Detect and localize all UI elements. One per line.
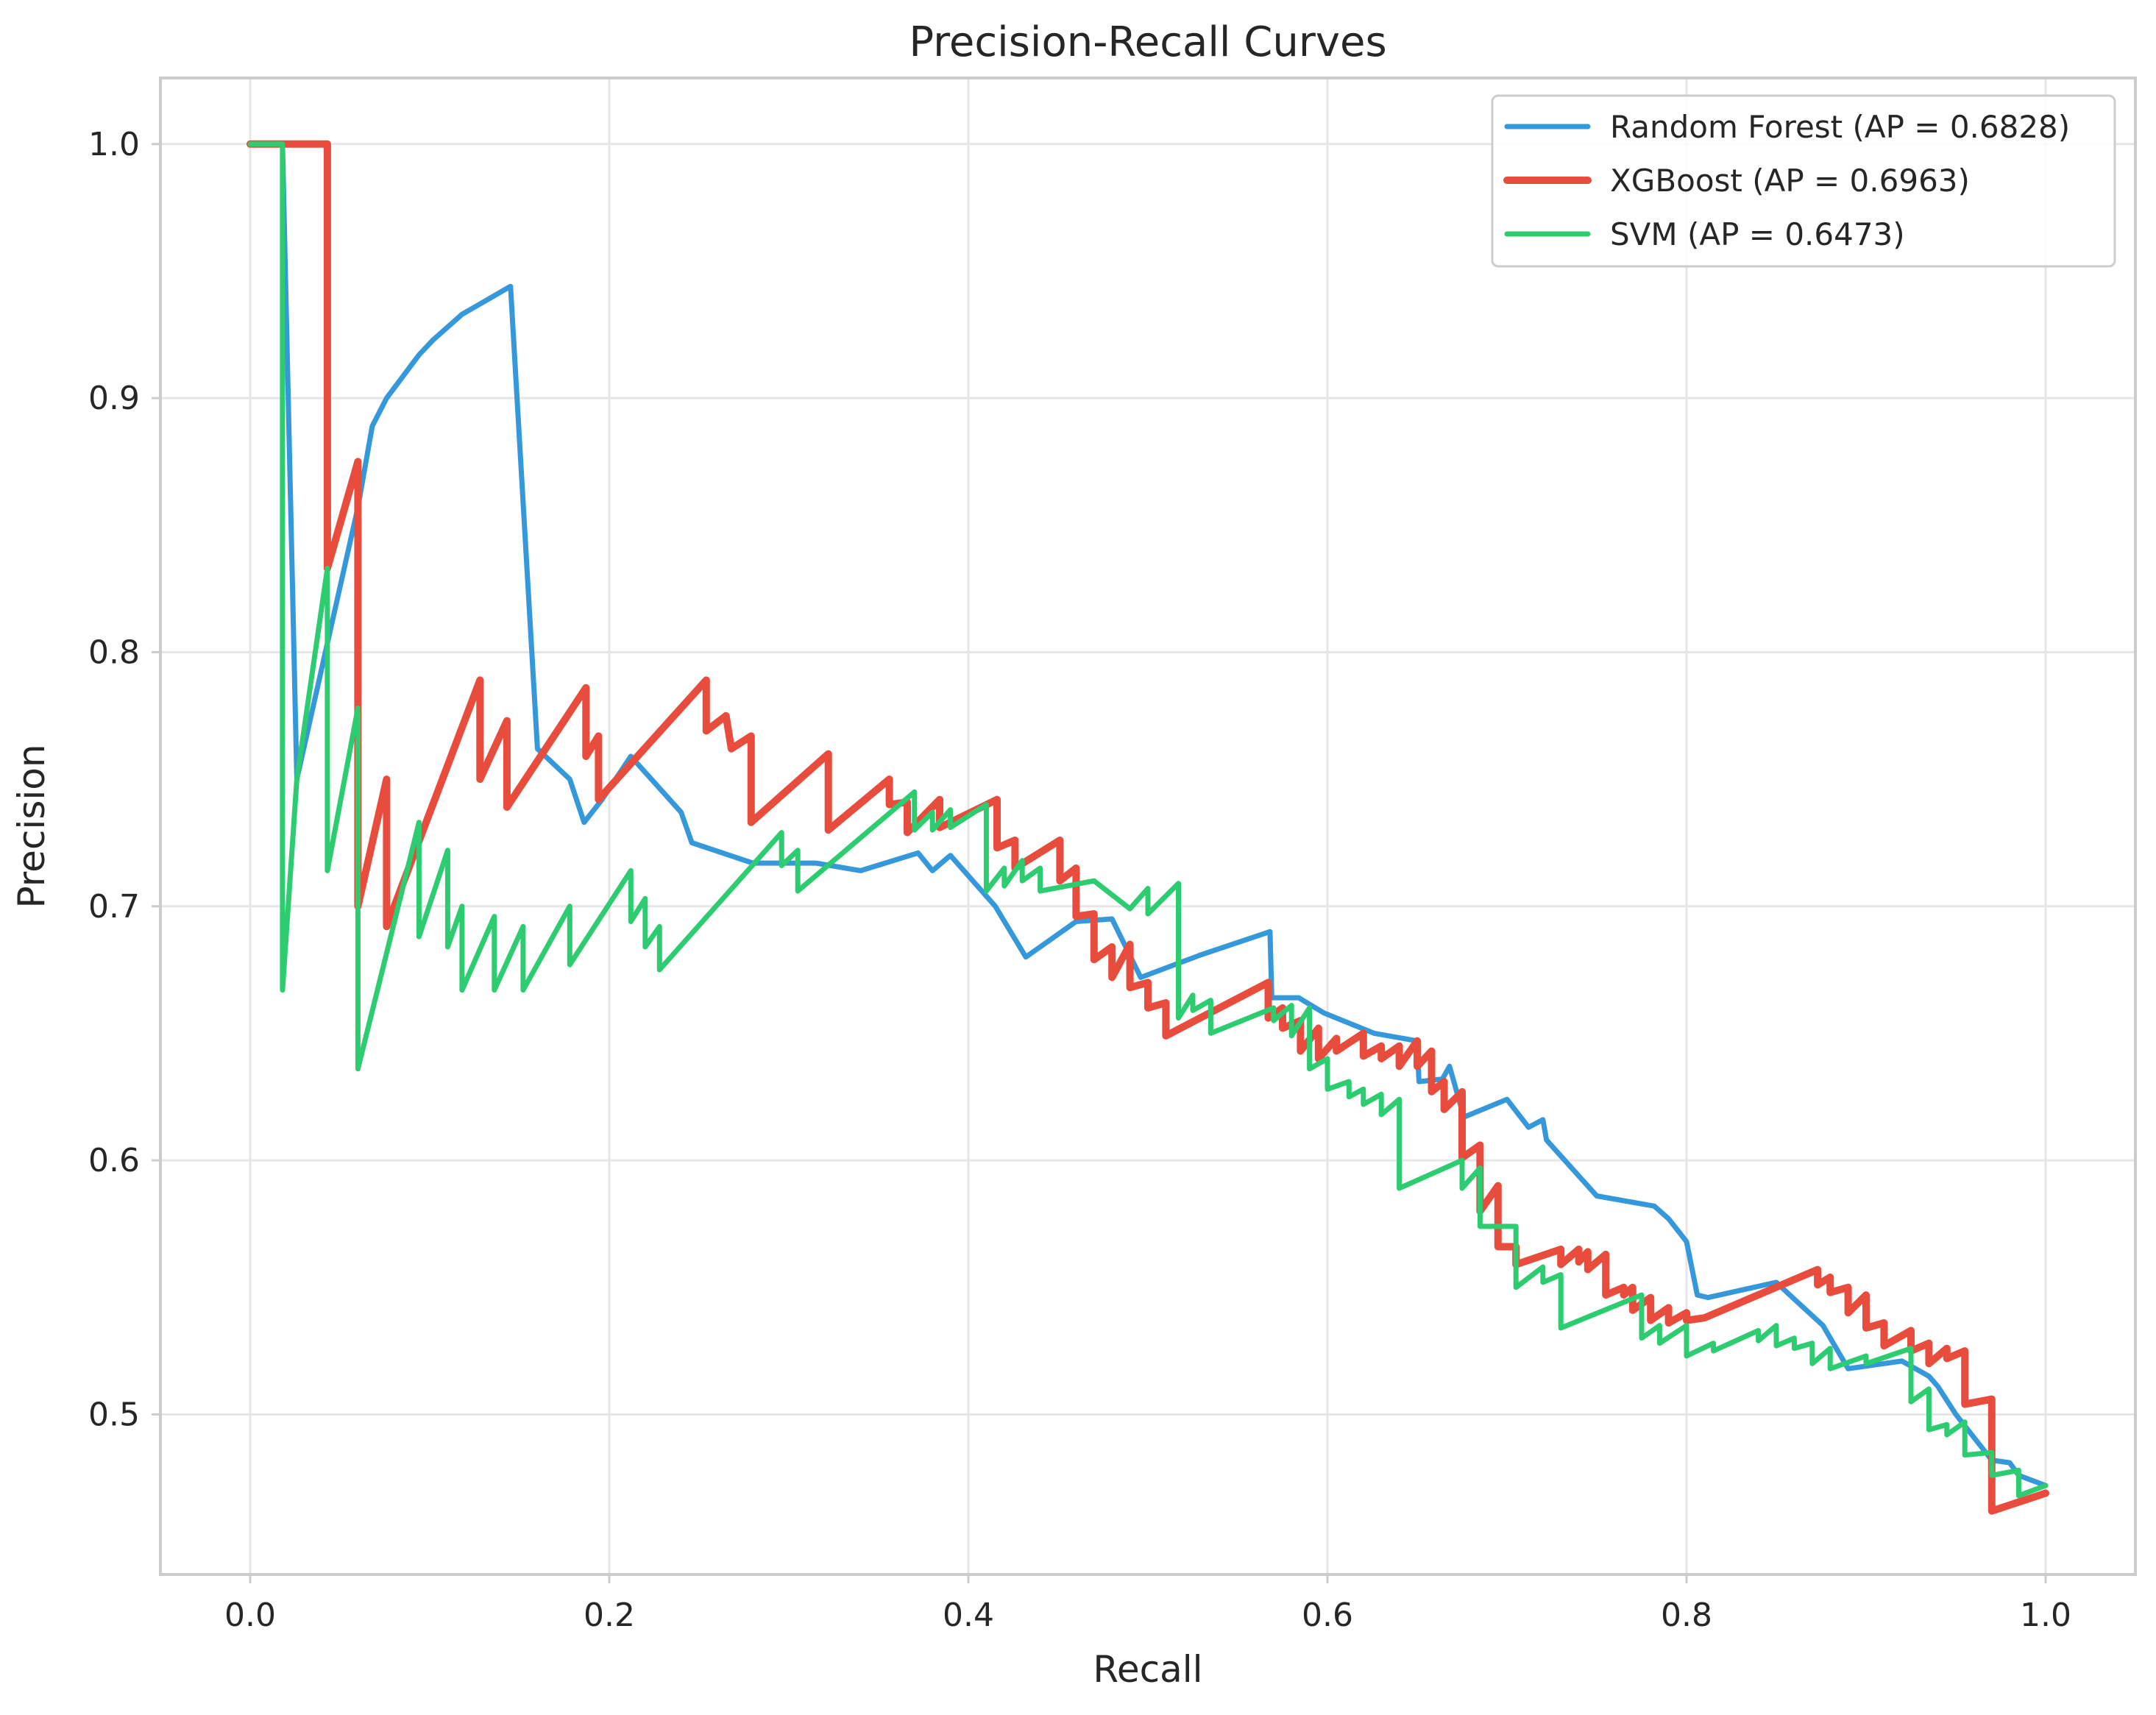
grid <box>160 78 2135 1574</box>
x-axis-title: Recall <box>1093 1648 1202 1691</box>
x-tick-label: 0.0 <box>224 1597 276 1634</box>
x-tick-label: 1.0 <box>2020 1597 2071 1634</box>
legend-label: Random Forest (AP = 0.6828) <box>1610 109 2070 145</box>
legend-label: SVM (AP = 0.6473) <box>1610 216 1905 252</box>
legend-box <box>1491 94 2116 268</box>
x-tick-label: 0.4 <box>943 1597 994 1634</box>
chart-title: Precision-Recall Curves <box>909 18 1386 66</box>
axis-ticks: 0.0 0.2 0.4 0.6 0.8 1.0 0.5 0.6 0.7 0.8 0.9 1.0 <box>88 126 2071 1634</box>
series-line-1 <box>247 140 2049 1515</box>
series-lines <box>247 140 2049 1515</box>
x-tick-label: 0.2 <box>584 1597 635 1634</box>
x-tick-label: 0.6 <box>1302 1597 1353 1634</box>
x-tick-label: 0.8 <box>1661 1597 1712 1634</box>
series-line-2 <box>247 141 2049 1499</box>
legend: Random Forest (AP = 0.6828) XGBoost (AP =… <box>1491 94 2116 268</box>
y-tick-label: 0.5 <box>88 1396 140 1433</box>
y-tick-label: 0.6 <box>88 1142 140 1179</box>
y-tick-label: 0.8 <box>88 633 140 671</box>
y-axis-title: Precision <box>10 744 53 908</box>
y-tick-label: 1.0 <box>88 126 140 163</box>
plot-frame <box>159 77 2137 1576</box>
y-tick-label: 0.7 <box>88 888 140 926</box>
legend-label: XGBoost (AP = 0.6963) <box>1610 163 1970 199</box>
y-tick-label: 0.9 <box>88 380 140 417</box>
